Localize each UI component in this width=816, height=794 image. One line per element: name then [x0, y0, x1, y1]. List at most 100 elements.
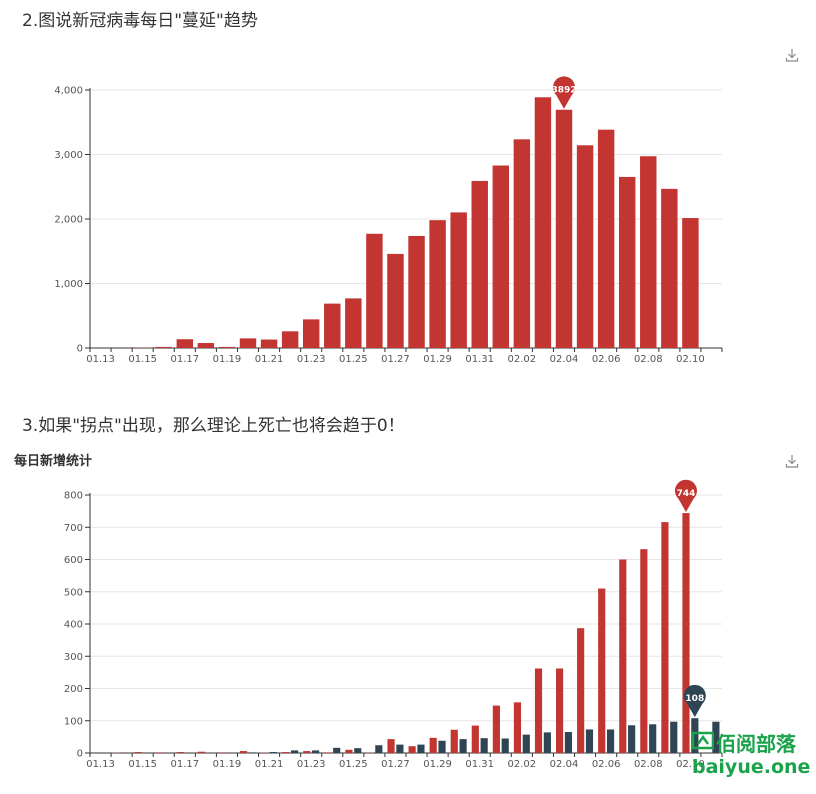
bar: [712, 721, 720, 753]
x-tick-label: 02.02: [508, 759, 537, 770]
watermark-domain: baiyue.one: [692, 756, 811, 778]
bar: [176, 339, 194, 348]
bar: [312, 750, 320, 753]
download-icon[interactable]: [785, 48, 799, 62]
bar: [555, 109, 573, 348]
x-tick-label: 01.17: [170, 759, 199, 770]
chart-title-daily-new: 每日新增统计: [14, 454, 93, 469]
bar: [396, 744, 404, 753]
x-tick-label: 01.13: [86, 354, 115, 365]
bar: [260, 339, 278, 348]
bar: [534, 668, 543, 753]
bar: [354, 748, 362, 753]
bar: [438, 740, 446, 753]
bar: [197, 751, 206, 753]
y-tick-label: 100: [64, 716, 83, 727]
x-tick-label: 01.21: [255, 354, 284, 365]
bar: [155, 752, 163, 753]
x-tick-label: 01.23: [297, 759, 326, 770]
y-tick-label: 500: [64, 587, 83, 598]
bar: [585, 729, 594, 753]
x-tick-label: 01.25: [339, 354, 368, 365]
y-tick-label: 600: [64, 555, 83, 566]
bar: [682, 513, 690, 753]
bar: [218, 346, 236, 348]
bar: [303, 751, 311, 753]
bar: [691, 718, 699, 753]
bar: [375, 745, 383, 753]
x-tick-label: 02.10: [676, 759, 705, 770]
x-tick-label: 02.02: [508, 354, 537, 365]
bar: [239, 338, 257, 348]
bar: [387, 739, 395, 753]
bar: [598, 588, 606, 753]
bar: [450, 212, 467, 348]
x-tick-label: 01.19: [213, 759, 242, 770]
bar: [282, 752, 290, 753]
y-tick-label: 0: [77, 749, 83, 760]
bar: [661, 188, 678, 348]
x-tick-label: 01.13: [86, 759, 115, 770]
bar: [333, 747, 341, 753]
x-tick-label: 01.17: [170, 354, 199, 365]
bar: [564, 732, 573, 753]
bar: [618, 176, 636, 348]
watermark-brand: 佰阅部落: [716, 732, 796, 756]
bar: [417, 744, 425, 753]
section-heading-inflection: 3.如果"拐点"出现，那么理论上死亡也将会趋于0！: [22, 416, 405, 436]
bar: [606, 729, 615, 753]
bar: [324, 752, 332, 753]
bar: [239, 751, 248, 753]
bar: [513, 139, 531, 348]
watermark-icon: [692, 731, 714, 750]
y-tick-label: 700: [64, 523, 83, 534]
bar: [543, 732, 551, 753]
bar: [155, 346, 172, 348]
bar: [522, 734, 530, 753]
max-marker-pin: [553, 76, 575, 109]
download-icon[interactable]: [785, 454, 799, 468]
y-tick-label: 4,000: [54, 86, 83, 97]
bar: [450, 729, 458, 753]
bar: [555, 668, 564, 753]
x-tick-label: 01.15: [128, 354, 157, 365]
section-heading-spread-trend: 2.图说新冠病毒每日"蔓延"趋势: [22, 11, 258, 31]
bar: [429, 737, 437, 753]
x-tick-label: 01.15: [128, 759, 157, 770]
bar: [366, 233, 383, 348]
bar: [471, 725, 479, 753]
x-tick-label: 02.10: [676, 354, 705, 365]
x-tick-label: 01.31: [465, 354, 494, 365]
bar: [269, 752, 278, 753]
y-tick-label: 0: [77, 344, 83, 355]
max-marker-label: 744: [677, 489, 696, 499]
x-tick-label: 01.27: [381, 354, 410, 365]
bar: [218, 752, 227, 753]
bar: [492, 705, 500, 753]
bar: [670, 721, 678, 753]
y-tick-label: 200: [64, 684, 83, 695]
bar: [197, 343, 215, 348]
x-tick-label: 01.21: [255, 759, 284, 770]
bar: [492, 165, 510, 348]
bar: [597, 129, 615, 348]
bar: [134, 752, 142, 753]
y-tick-label: 300: [64, 652, 83, 663]
x-tick-label: 01.29: [423, 759, 452, 770]
bar: [640, 156, 657, 348]
bar: [501, 738, 509, 753]
x-tick-label: 02.06: [592, 759, 621, 770]
bar: [176, 752, 184, 753]
bar: [534, 97, 552, 348]
x-tick-label: 02.08: [634, 759, 663, 770]
x-tick-label: 01.25: [339, 759, 368, 770]
x-tick-label: 01.23: [297, 354, 326, 365]
bar: [459, 739, 467, 753]
bar: [429, 220, 446, 348]
y-tick-label: 1,000: [54, 279, 83, 290]
bar: [576, 145, 594, 348]
watermark-logo: 佰阅部落 baiyue.one: [692, 728, 812, 786]
bar: [387, 253, 404, 348]
bar: [302, 319, 320, 348]
x-tick-label: 02.08: [634, 354, 663, 365]
